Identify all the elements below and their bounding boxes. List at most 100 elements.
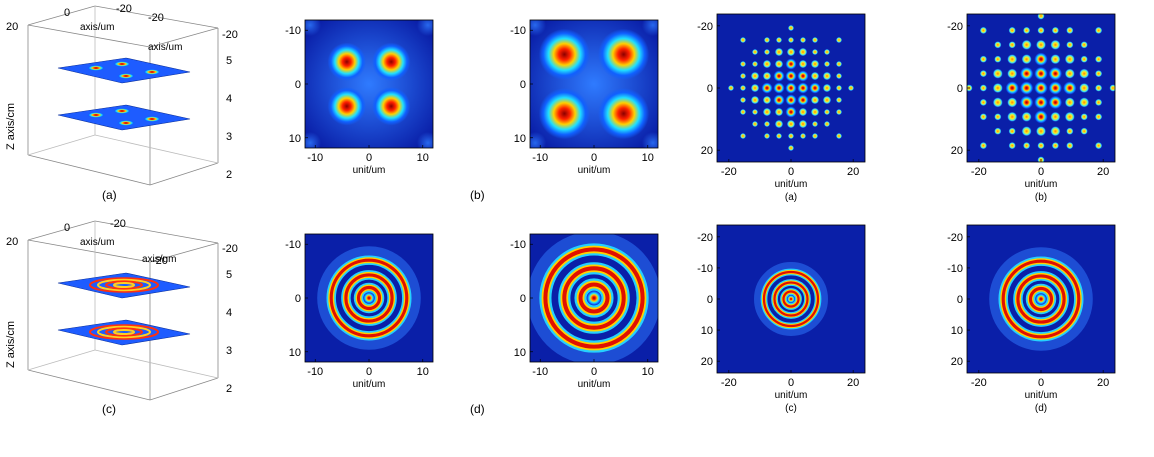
cube-edge <box>27 349 96 371</box>
lattice-spot <box>1021 39 1032 50</box>
group-label-b: (b) <box>470 188 485 202</box>
lattice-spot <box>809 82 821 94</box>
z-tick: 4 <box>226 93 232 105</box>
plane-ring <box>97 325 151 339</box>
lattice-spot <box>1095 55 1103 63</box>
lattice-spot <box>979 55 988 63</box>
lattice-spot <box>1037 142 1045 150</box>
lattice-spot <box>1095 26 1103 34</box>
lattice-spot <box>979 113 988 121</box>
lattice-spot <box>836 85 842 91</box>
lattice-spot <box>1064 111 1075 122</box>
x-tick-label: -10 <box>307 366 323 378</box>
cube-edge <box>27 369 151 401</box>
lattice-spot <box>1008 41 1016 49</box>
central-spot <box>586 290 602 306</box>
lattice-spot <box>992 68 1003 79</box>
lattice-spot <box>812 37 818 43</box>
z-tick: 2 <box>226 169 232 181</box>
lattice-spot <box>750 71 760 81</box>
y-tick-label: 20 <box>701 356 713 368</box>
y-tick-label: 20 <box>701 145 713 157</box>
lattice-spot <box>1020 95 1034 109</box>
heatmap-b2: -10 0 10 -10 0 10 unit/um <box>510 19 659 176</box>
plane-spot <box>143 69 161 75</box>
y-tick-label: 0 <box>707 83 713 95</box>
y-tick-label: -20 <box>697 232 713 244</box>
z-tick: -20 <box>222 243 238 255</box>
lattice-spot <box>824 49 830 55</box>
y-tick-label: 0 <box>295 79 301 91</box>
lattice-spot <box>1095 113 1103 121</box>
y-tick-label: 0 <box>707 294 713 306</box>
y-tick-label: 10 <box>514 347 526 359</box>
lattice-spot <box>979 26 988 34</box>
heatmap-d1: -10 0 10 -10 0 10 unit/um <box>285 233 434 390</box>
field-plane <box>57 319 191 346</box>
heatmap-b3: -20 0 20 -20 0 20 unit/um (b) <box>947 13 1116 203</box>
lattice-spot <box>1051 142 1059 150</box>
lattice-spot <box>740 133 746 139</box>
lattice-spot <box>752 121 758 127</box>
lattice-spot <box>1023 26 1031 34</box>
cube-edge <box>27 5 96 26</box>
x-tick: -20 <box>110 218 126 230</box>
outer-halo <box>989 247 1093 351</box>
lattice-spot <box>1007 54 1018 65</box>
lattice-spot <box>1063 81 1077 95</box>
corner-lobe <box>416 131 433 148</box>
lattice-spot <box>992 97 1003 108</box>
lattice-spot <box>785 94 797 106</box>
y-axis-label: axis/um <box>148 42 182 53</box>
lattice-spot <box>1034 110 1048 124</box>
lattice-spot <box>824 121 830 127</box>
lattice-spot <box>785 58 797 70</box>
lattice-spot <box>824 61 830 67</box>
lattice-spot <box>762 71 772 81</box>
heatmap-d2: -10 0 10 -10 0 10 unit/um <box>510 233 659 390</box>
lattice-spot <box>1021 111 1032 122</box>
corner-lobe <box>641 20 658 37</box>
x-tick-label: 0 <box>591 152 597 164</box>
plane-spot <box>117 120 135 126</box>
lattice-spot <box>836 37 842 43</box>
lattice-spot <box>994 41 1002 49</box>
lattice-spot <box>797 94 809 106</box>
x-tick-label: -10 <box>532 366 548 378</box>
x-tick-label: 10 <box>642 152 654 164</box>
plane-spot <box>87 65 105 71</box>
lattice-spot <box>1050 54 1061 65</box>
cube-edge <box>149 242 219 263</box>
lattice-spot <box>750 83 760 93</box>
x-tick-label: 0 <box>591 366 597 378</box>
lattice-spot <box>785 106 797 118</box>
z-tick: 3 <box>226 131 232 143</box>
x-tick-label: 0 <box>788 377 794 389</box>
lattice-spot <box>822 95 832 105</box>
x-tick-label: -10 <box>307 152 323 164</box>
y-tick-label: -20 <box>947 21 963 33</box>
lattice-spot <box>764 121 770 127</box>
lattice-spot <box>1109 84 1115 92</box>
intensity-spot <box>538 88 591 140</box>
z-tick: 5 <box>226 55 232 67</box>
lattice-spot <box>992 82 1003 94</box>
y-tick-label: 10 <box>289 133 301 145</box>
lattice-spot <box>1064 54 1075 65</box>
plane-spot <box>113 61 131 67</box>
lattice-spot <box>1007 68 1018 79</box>
lattice-spot <box>1005 81 1019 95</box>
x-tick: -20 <box>116 3 132 15</box>
central-spot <box>1035 293 1047 305</box>
panel-label: (c) <box>785 403 797 414</box>
y-tick: -20 <box>152 255 168 267</box>
cube-edge <box>27 24 151 48</box>
y-tick-label: -10 <box>510 25 526 37</box>
ring-core <box>562 266 626 330</box>
lattice-spot <box>1080 113 1088 121</box>
outer-halo <box>754 262 828 336</box>
ring-core <box>762 270 820 328</box>
z-tick: 5 <box>226 269 232 281</box>
corner-lobe <box>641 131 658 148</box>
x-axis-label: unit/um <box>775 390 808 401</box>
